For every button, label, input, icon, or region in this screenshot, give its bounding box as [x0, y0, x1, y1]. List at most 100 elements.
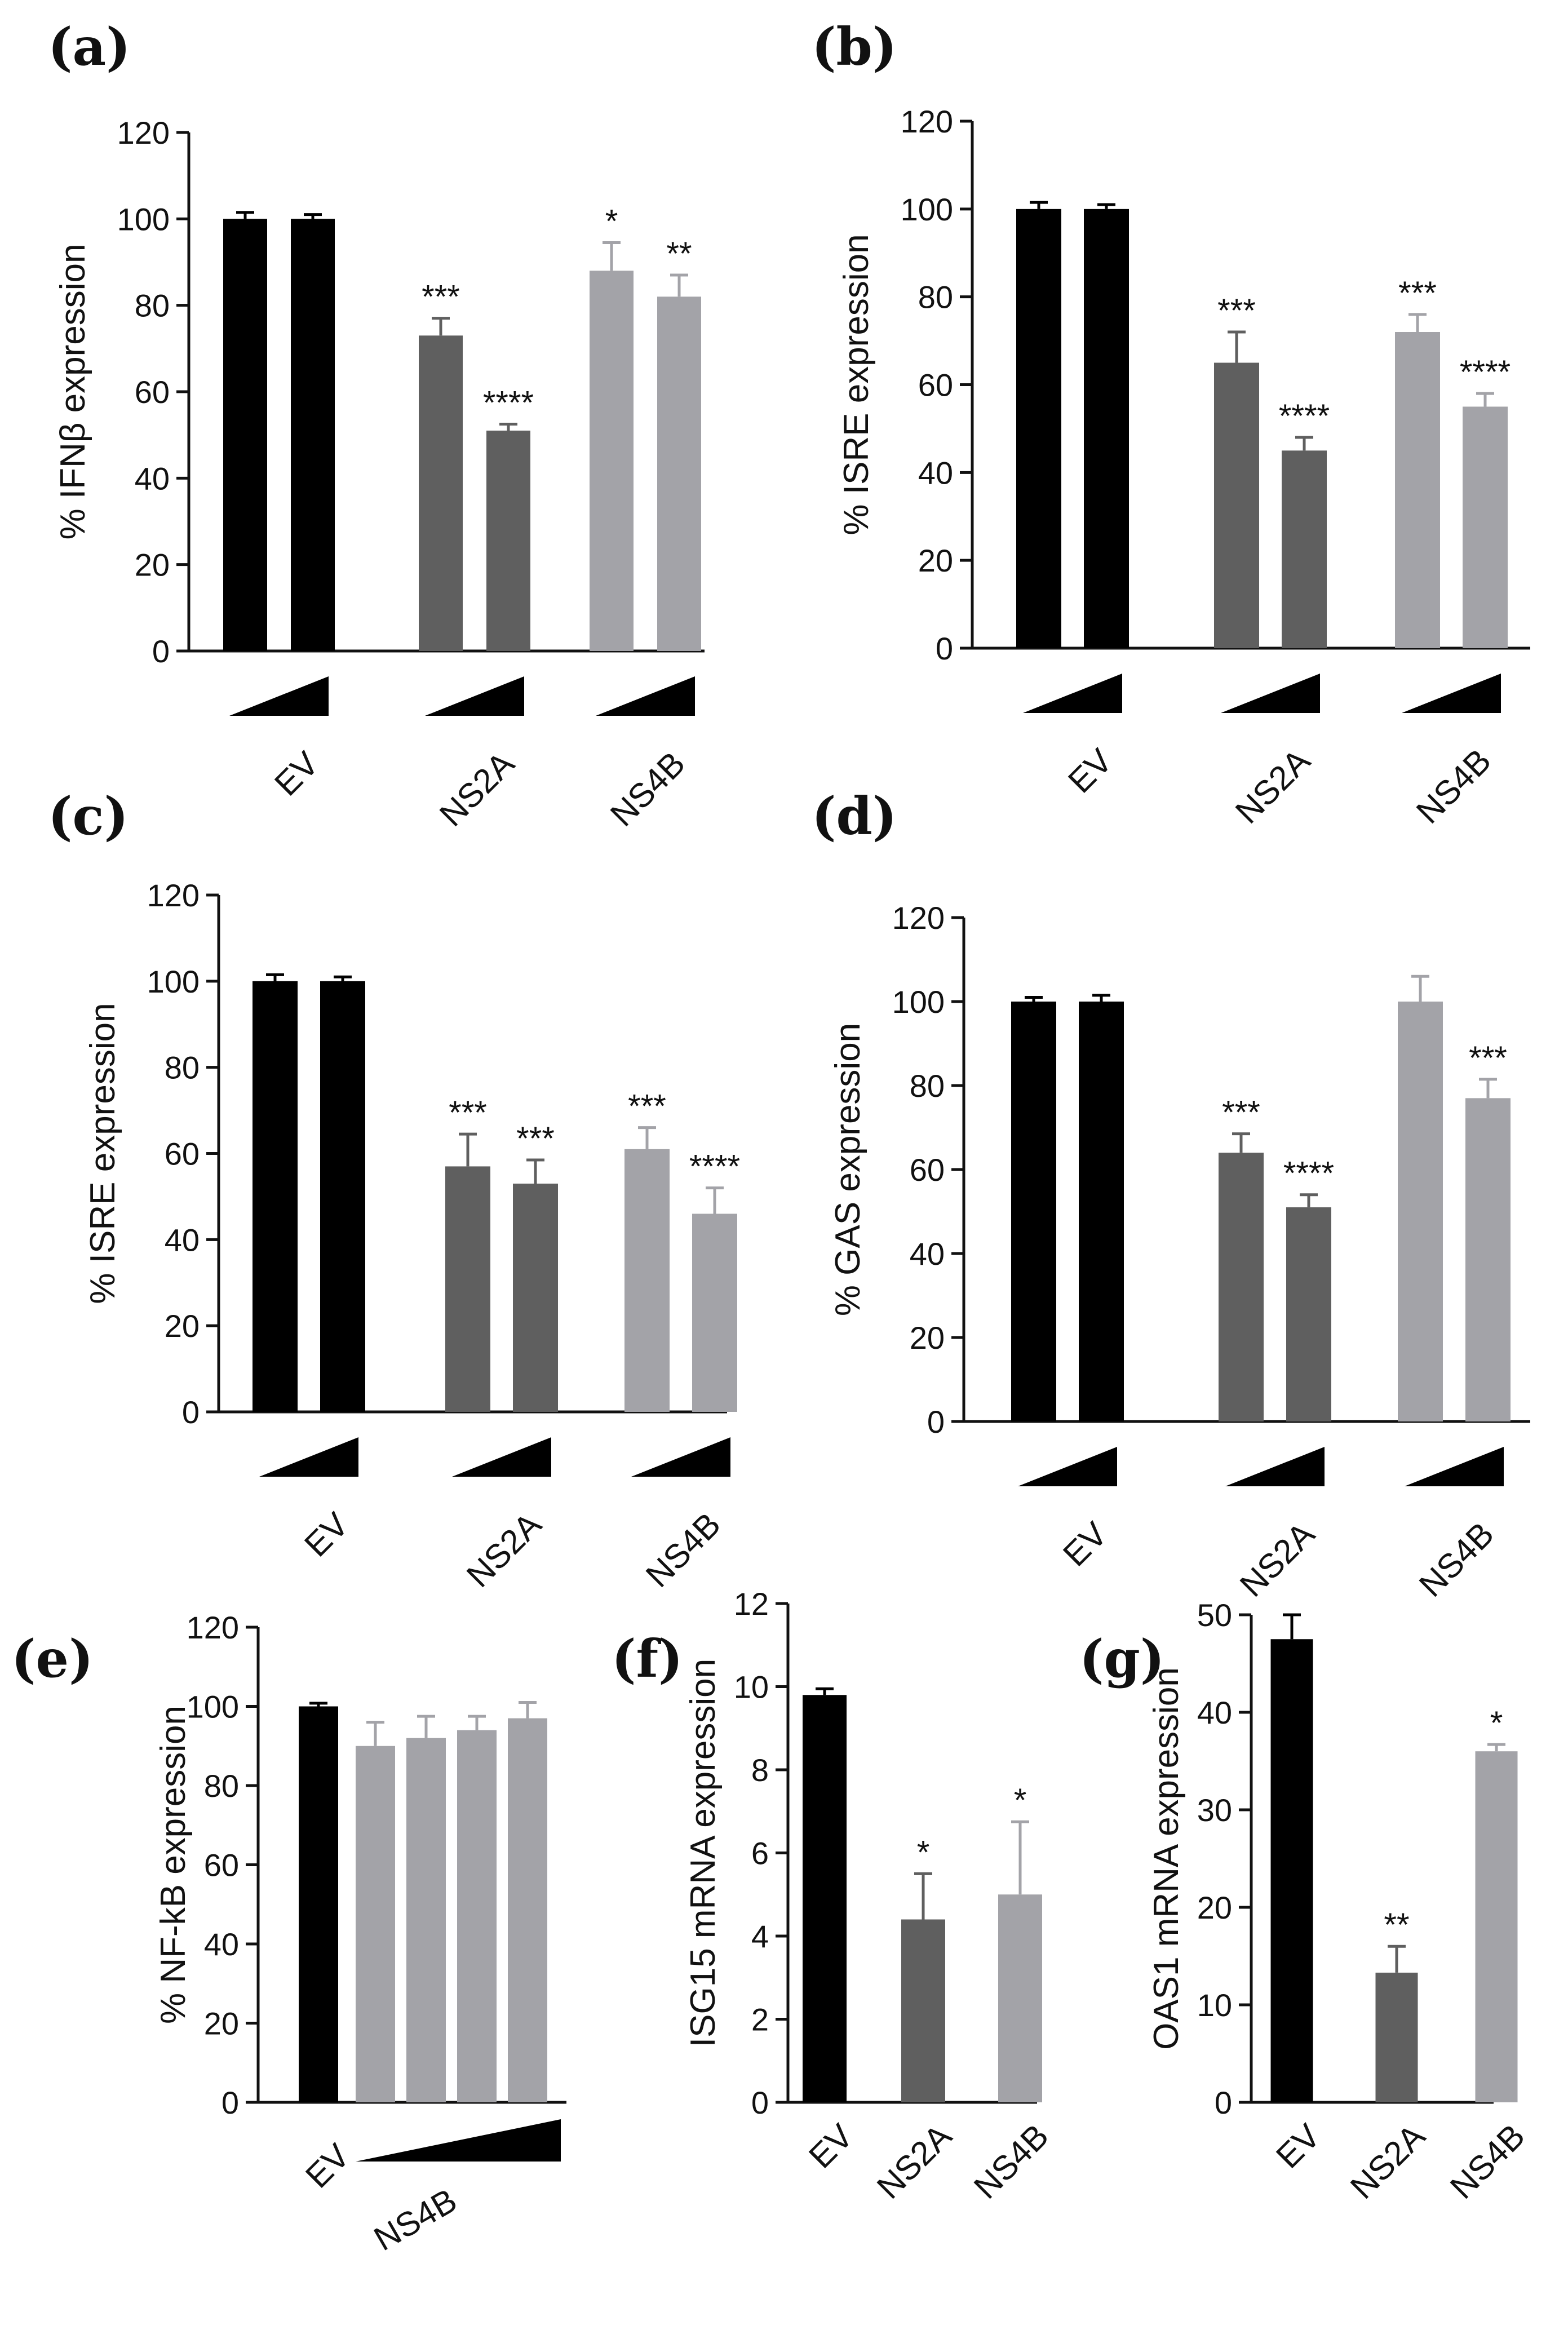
panel-b-bar-ns2a-1	[1214, 362, 1259, 648]
panel-a-dose-wedge	[596, 676, 695, 716]
panel-a-bar-ns2a-1	[419, 335, 463, 651]
panel-f-bar-ns2a-1	[901, 1919, 945, 2102]
panel-b-dose-wedge	[1402, 674, 1501, 713]
panel-d-bar-ev-2	[1079, 1002, 1124, 1421]
panel-c-bar-ns2a-2	[513, 1183, 558, 1412]
panel-d-dose-wedge	[1405, 1447, 1504, 1486]
panel-c-category-label: NS4B	[639, 1505, 728, 1595]
panel-e-tick-label: 0	[222, 2085, 239, 2120]
panel-g-tick-label: 50	[1197, 1597, 1232, 1633]
panel-c-bar-ns4b-2	[692, 1213, 737, 1412]
panel-g-tick-label: 0	[1215, 2085, 1232, 2120]
panel-a-significance-marker: **	[666, 236, 692, 272]
panel-b-significance-marker: ***	[1217, 293, 1256, 329]
panel-f-bar-ev-1	[803, 1695, 847, 2102]
panel-f-tick-label: 10	[734, 1669, 769, 1705]
panel-a-tick-label: 40	[135, 460, 170, 496]
panel-d-tick-label: 0	[927, 1404, 945, 1440]
panel-b-tick-label: 0	[936, 631, 953, 666]
panel-c-bar-ns2a-1	[445, 1166, 490, 1412]
panel-b-tick-label: 20	[918, 543, 953, 578]
panel-a-label: (a)	[48, 16, 131, 77]
panel-d-significance-marker: ***	[1469, 1040, 1507, 1077]
panel-c-y-axis-title: % ISRE expression	[83, 1003, 122, 1304]
panel-g-category-label: NS4B	[1443, 2117, 1532, 2206]
panel-a-tick-label: 120	[117, 115, 170, 150]
panel-d-bar-ns4b-2	[1465, 1098, 1511, 1421]
panel-e-category-label: EV	[298, 2137, 357, 2195]
panel-d-dose-wedge	[1225, 1447, 1325, 1486]
panel-b-tick-label: 100	[901, 192, 953, 227]
panel-d-category-label: NS2A	[1233, 1515, 1322, 1604]
panel-e-tick-label: 20	[204, 2006, 239, 2041]
panel-g-significance-marker: **	[1384, 1907, 1409, 1943]
panel-d-category-label: EV	[1056, 1515, 1114, 1574]
panel-b-y-axis-title: % ISRE expression	[837, 234, 876, 535]
panel-d-dose-wedge	[1018, 1447, 1117, 1486]
panel-d-bar-ns2a-1	[1219, 1153, 1264, 1421]
panel-e-tick-label: 80	[204, 1768, 239, 1804]
panel-a-dose-wedge	[425, 676, 524, 716]
panel-g-tick-label: 30	[1197, 1792, 1232, 1828]
panel-f-category-label: NS2A	[870, 2117, 959, 2206]
panel-c-category-label: NS2A	[459, 1505, 548, 1595]
panel-e-category-label: NS4B	[367, 2181, 463, 2258]
panel-f-significance-marker: *	[917, 1834, 930, 1871]
panel-b-category-label: NS4B	[1409, 742, 1498, 831]
panel-f-significance-marker: *	[1014, 1782, 1027, 1819]
panel-f-tick-label: 6	[751, 1836, 769, 1871]
panel-f-tick-label: 2	[751, 2002, 769, 2038]
panel-c-dose-wedge	[631, 1437, 730, 1477]
panel-c-tick-label: 20	[165, 1308, 200, 1344]
panel-a-category-label: NS4B	[603, 745, 692, 834]
panel-g-category-label: NS2A	[1343, 2117, 1432, 2206]
panel-a-significance-marker: ***	[422, 279, 460, 316]
panel-d-tick-label: 40	[910, 1236, 945, 1272]
panel-d-tick-label: 120	[892, 900, 945, 936]
panel-b-significance-marker: ***	[1398, 275, 1437, 312]
panel-e-bar-ev-1	[299, 1706, 338, 2102]
panel-g-tick-label: 10	[1197, 1987, 1232, 2023]
panel-f-category-label: EV	[801, 2117, 860, 2176]
panel-e-bar-ns4b-3	[457, 1730, 497, 2102]
panel-c-bar-ev-1	[253, 981, 298, 1412]
panel-c-bar-ns4b-1	[624, 1149, 670, 1412]
panel-c-tick-label: 120	[147, 878, 200, 913]
panel-b-category-label: NS2A	[1228, 742, 1317, 831]
panel-d-tick-label: 20	[910, 1320, 945, 1356]
panel-c-tick-label: 80	[165, 1050, 200, 1086]
panel-a-bar-ev-2	[291, 219, 335, 651]
panel-a-tick-label: 0	[152, 634, 170, 669]
panel-e-y-axis-title: % NF-kB expression	[154, 1706, 193, 2024]
panel-b-bar-ns2a-2	[1282, 450, 1327, 648]
panel-e-tick-label: 40	[204, 1926, 239, 1962]
panel-b-tick-label: 80	[918, 280, 953, 315]
panel-c-tick-label: 0	[182, 1394, 200, 1430]
panel-a-tick-label: 100	[117, 201, 170, 237]
panel-b-tick-label: 120	[901, 104, 953, 139]
panel-f-tick-label: 8	[751, 1752, 769, 1788]
panel-a-tick-label: 20	[135, 547, 170, 583]
panel-c-dose-wedge	[452, 1437, 551, 1477]
panel-a-category-label: NS2A	[432, 745, 521, 834]
panel-c-significance-marker: ***	[449, 1095, 487, 1131]
panel-c-significance-marker: ***	[516, 1120, 555, 1157]
panel-a-bar-ns2a-2	[486, 431, 530, 651]
panel-b-significance-marker: ****	[1279, 398, 1330, 435]
panel-g-bar-ns2a-1	[1375, 1972, 1418, 2102]
panel-d-tick-label: 60	[910, 1152, 945, 1188]
panel-e-dose-wedge	[356, 2119, 561, 2162]
panel-b-bar-ev-1	[1016, 209, 1061, 648]
panel-f-tick-label: 12	[734, 1586, 769, 1622]
panel-d-bar-ns2a-2	[1286, 1207, 1331, 1421]
panel-g-tick-label: 20	[1197, 1890, 1232, 1925]
panel-e-bar-ns4b-2	[406, 1738, 446, 2102]
panel-b-dose-wedge	[1023, 674, 1122, 713]
panel-e-bar-ns4b-1	[356, 1746, 395, 2102]
panel-f-label: (f)	[612, 1628, 683, 1689]
panel-c-significance-marker: ****	[689, 1149, 740, 1185]
panel-f-tick-label: 4	[751, 1919, 769, 1954]
panel-c-tick-label: 40	[165, 1222, 200, 1257]
panel-f-tick-label: 0	[751, 2085, 769, 2120]
panel-g-label: (g)	[1079, 1628, 1164, 1689]
